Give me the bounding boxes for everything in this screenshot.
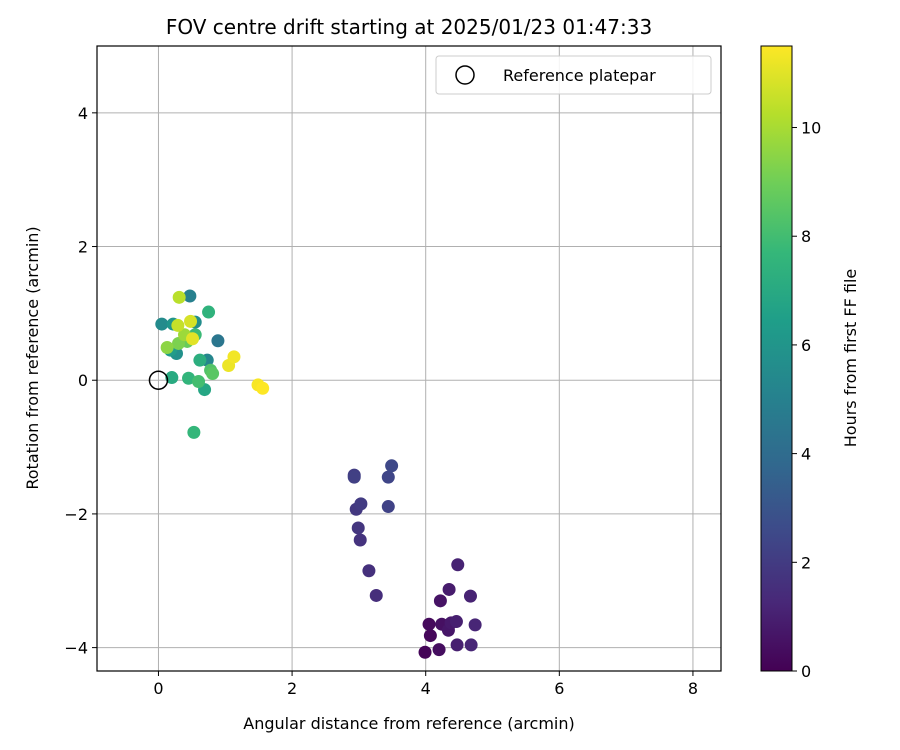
scatter-point [464,638,478,652]
scatter-point [433,594,447,608]
grid-lines [97,46,721,671]
scatter-point [187,425,201,439]
legend: Reference platepar [435,55,712,95]
scatter-point [362,564,376,578]
scatter-point [227,350,241,364]
scatter-point [422,617,436,631]
colorbar: 0 2 4 6 8 10 Hours from first FF file [760,45,860,681]
x-tick-label: 6 [554,679,564,698]
scatter-point [468,618,482,632]
scatter-point [381,500,395,514]
x-axis-title: Angular distance from reference (arcmin) [243,714,574,733]
scatter-point [183,289,197,303]
colorbar-tick-label: 10 [801,119,821,138]
x-tick-label: 8 [688,679,698,698]
scatter-point [353,533,367,547]
y-tick-label: 4 [78,104,88,123]
colorbar-ticks: 0 2 4 6 8 10 [792,119,821,681]
scatter-point [165,371,179,385]
y-tick-label: −2 [64,505,88,524]
colorbar-tick-label: 2 [801,553,811,572]
colorbar-title: Hours from first FF file [841,269,860,448]
scatter-point [451,558,465,572]
scatter-point [171,318,185,332]
scatter-point [463,589,477,603]
scatter-point [432,643,446,657]
x-tick-label: 0 [153,679,163,698]
legend-box [435,55,712,95]
scatter-point [206,367,220,381]
scatter-point [160,340,174,354]
plot-frame [96,45,722,672]
scatter-point [423,629,437,643]
scatter-point [193,353,207,367]
scatter-point [385,459,399,473]
legend-marker [455,65,475,85]
colorbar-gradient [760,45,793,672]
scatter-point [351,521,365,535]
y-axis-title: Rotation from reference (arcmin) [23,226,42,489]
scatter-points [155,289,482,659]
y-axis-ticks: −4 −2 0 2 4 [64,104,97,658]
scatter-point [418,645,432,659]
scatter-point [192,375,206,389]
reference-platepar-marker [148,370,169,390]
y-tick-label: −4 [64,639,88,658]
scatter-point [347,470,361,484]
colorbar-tick-label: 4 [801,445,811,464]
scatter-point [172,290,186,304]
colorbar-tick-label: 0 [801,662,811,681]
scatter-point [354,497,368,511]
x-tick-label: 2 [287,679,297,698]
y-tick-label: 2 [78,238,88,257]
scatter-point [381,470,395,484]
scatter-point [442,582,456,596]
scatter-point [186,332,200,346]
scatter-point [449,615,463,629]
x-axis-ticks: 0 2 4 6 8 [153,671,698,698]
scatter-point [256,381,270,395]
chart-title: FOV centre drift starting at 2025/01/23 … [166,15,652,39]
x-tick-label: 4 [421,679,431,698]
scatter-point [202,305,216,319]
legend-label: Reference platepar [503,66,656,85]
colorbar-tick-label: 8 [801,227,811,246]
scatter-point [184,314,198,328]
scatter-point [182,371,196,385]
scatter-point [450,638,464,652]
scatter-point [155,317,169,331]
scatter-point [369,588,383,602]
colorbar-tick-label: 6 [801,336,811,355]
y-tick-label: 0 [78,371,88,390]
scatter-point [211,334,225,348]
